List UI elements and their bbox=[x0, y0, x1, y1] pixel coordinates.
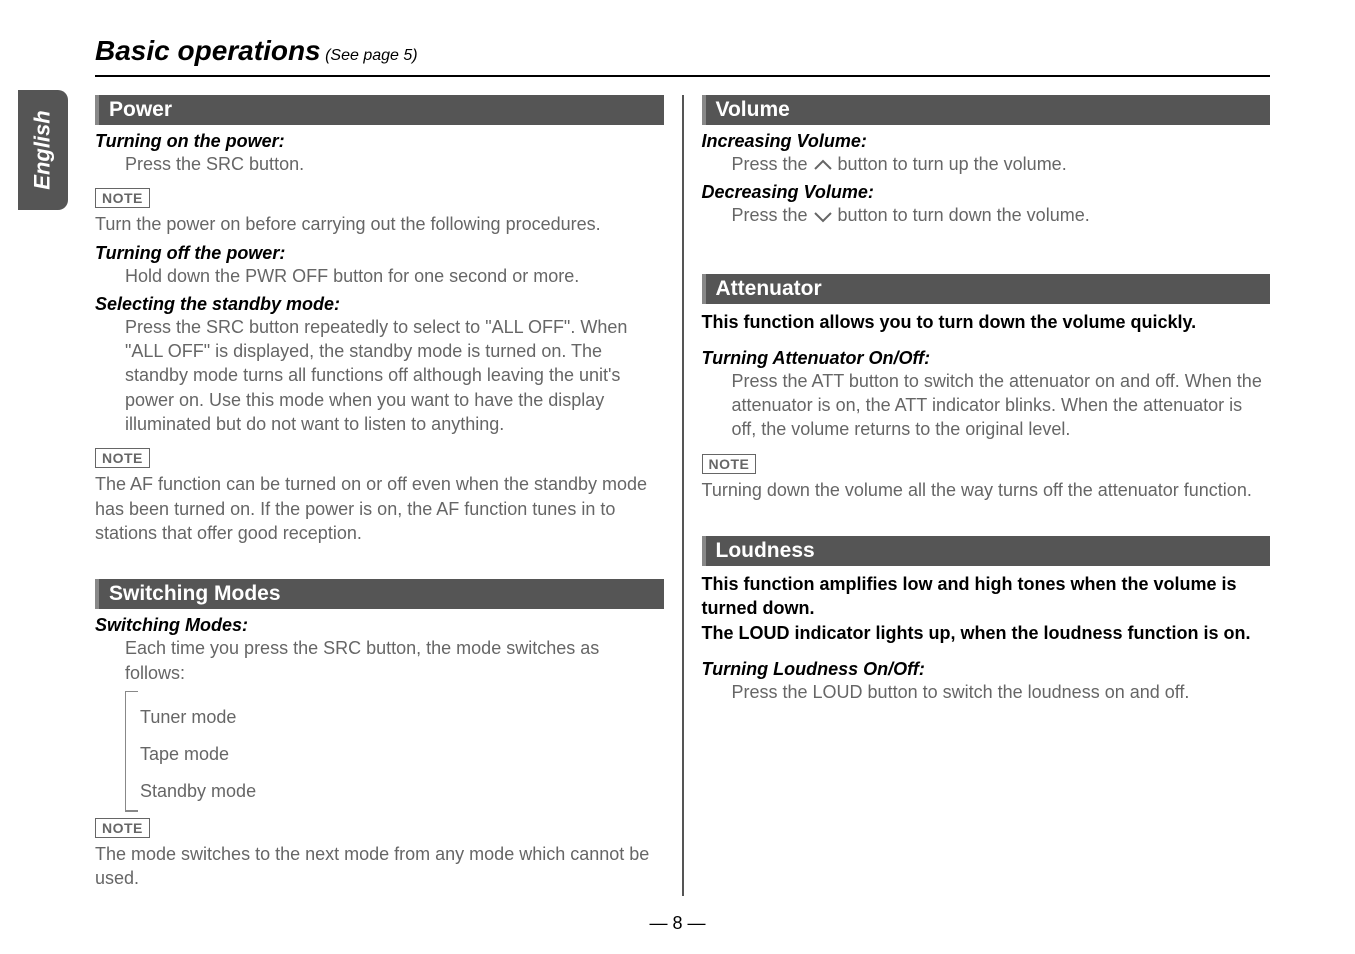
title-main: Basic operations bbox=[95, 35, 321, 66]
page-title: Basic operations (See page 5) bbox=[95, 35, 418, 67]
attenuator-head: Turning Attenuator On/Off: bbox=[702, 348, 1271, 369]
spacer bbox=[702, 234, 1271, 274]
power-on-body: Press the SRC button. bbox=[95, 152, 664, 176]
language-label: English bbox=[30, 110, 56, 189]
attenuator-intro: This function allows you to turn down th… bbox=[702, 310, 1271, 334]
power-off-body: Hold down the PWR OFF button for one sec… bbox=[95, 264, 664, 288]
spacer bbox=[95, 551, 664, 579]
spacer bbox=[702, 508, 1271, 536]
loudness-header: Loudness bbox=[702, 536, 1271, 566]
header-rule bbox=[95, 75, 1270, 77]
note-label: NOTE bbox=[95, 188, 150, 208]
text: Press the bbox=[732, 205, 813, 225]
chevron-down-icon bbox=[813, 211, 833, 223]
attenuator-body: Press the ATT button to switch the atten… bbox=[702, 369, 1271, 442]
chevron-up-icon bbox=[813, 159, 833, 171]
text: button to turn up the volume. bbox=[833, 154, 1067, 174]
note-label: NOTE bbox=[95, 448, 150, 468]
note-label: NOTE bbox=[702, 454, 757, 474]
switching-note: The mode switches to the next mode from … bbox=[95, 842, 664, 891]
title-ref: (See page 5) bbox=[321, 47, 418, 64]
note-label: NOTE bbox=[95, 818, 150, 838]
vol-inc-body: Press the button to turn up the volume. bbox=[702, 152, 1271, 176]
switching-body: Each time you press the SRC button, the … bbox=[95, 636, 664, 685]
loudness-intro: This function amplifies low and high ton… bbox=[702, 572, 1271, 645]
power-on-head: Turning on the power: bbox=[95, 131, 664, 152]
power-note2: The AF function can be turned on or off … bbox=[95, 472, 664, 545]
mode-item: Tape mode bbox=[126, 736, 664, 773]
loudness-body: Press the LOUD button to switch the loud… bbox=[702, 680, 1271, 704]
switching-header: Switching Modes bbox=[95, 579, 664, 609]
power-header: Power bbox=[95, 95, 664, 125]
right-column: Volume Increasing Volume: Press the butt… bbox=[702, 95, 1271, 896]
mode-item: Standby mode bbox=[126, 773, 664, 810]
vol-dec-head: Decreasing Volume: bbox=[702, 182, 1271, 203]
standby-head: Selecting the standby mode: bbox=[95, 294, 664, 315]
vol-inc-head: Increasing Volume: bbox=[702, 131, 1271, 152]
text: Press the bbox=[732, 154, 813, 174]
spacer bbox=[702, 645, 1271, 655]
mode-item: Tuner mode bbox=[126, 699, 664, 736]
spacer bbox=[702, 334, 1271, 344]
power-note1: Turn the power on before carrying out th… bbox=[95, 212, 664, 236]
language-tab: English bbox=[18, 90, 68, 210]
vol-dec-body: Press the button to turn down the volume… bbox=[702, 203, 1271, 227]
attenuator-note: Turning down the volume all the way turn… bbox=[702, 478, 1271, 502]
switching-head: Switching Modes: bbox=[95, 615, 664, 636]
power-off-head: Turning off the power: bbox=[95, 243, 664, 264]
column-divider bbox=[682, 95, 684, 896]
volume-header: Volume bbox=[702, 95, 1271, 125]
text: button to turn down the volume. bbox=[833, 205, 1090, 225]
attenuator-header: Attenuator bbox=[702, 274, 1271, 304]
standby-body: Press the SRC button repeatedly to selec… bbox=[95, 315, 664, 436]
mode-list: Tuner mode Tape mode Standby mode bbox=[125, 691, 664, 812]
content-columns: Power Turning on the power: Press the SR… bbox=[95, 95, 1270, 896]
loudness-head: Turning Loudness On/Off: bbox=[702, 659, 1271, 680]
page-number: — 8 — bbox=[0, 913, 1355, 934]
left-column: Power Turning on the power: Press the SR… bbox=[95, 95, 664, 896]
